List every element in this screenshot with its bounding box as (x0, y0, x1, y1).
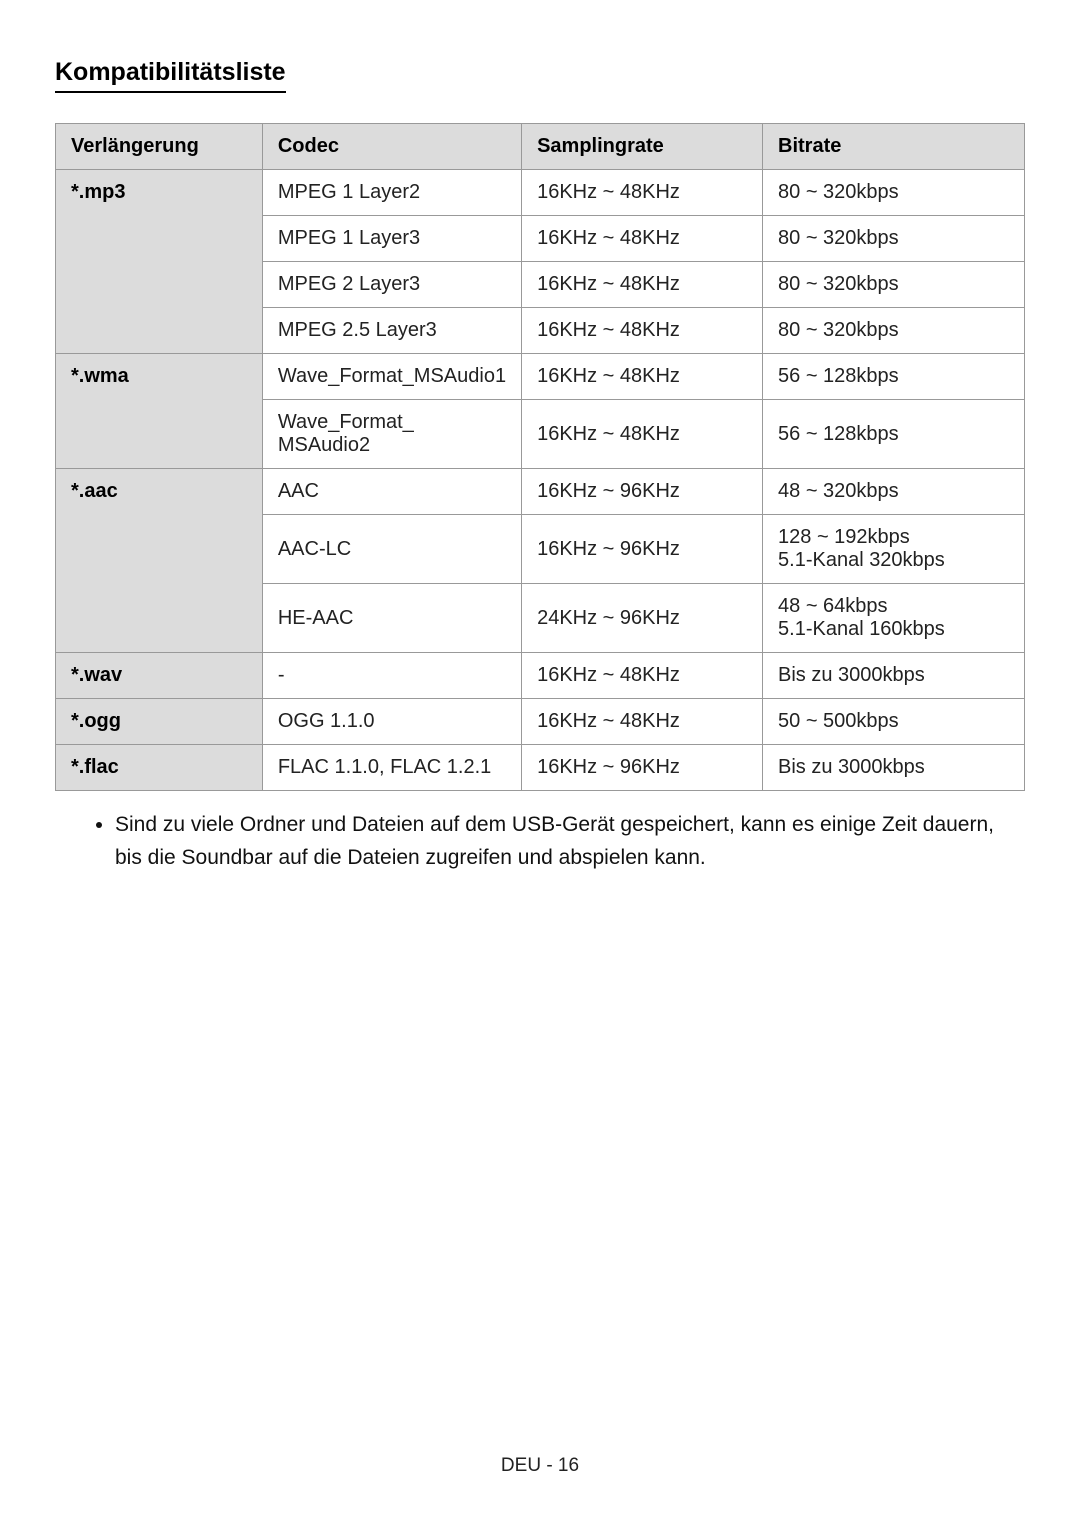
cell-sample: 16KHz ~ 48KHz (522, 653, 763, 699)
cell-codec: Wave_Format_ MSAudio2 (262, 400, 521, 469)
note-list: Sind zu viele Ordner und Dateien auf dem… (55, 809, 1025, 874)
cell-ext: *.ogg (56, 699, 263, 745)
cell-ext: *.mp3 (56, 170, 263, 354)
section-heading: Kompatibilitätsliste (55, 58, 286, 93)
header-bitrate: Bitrate (763, 124, 1025, 170)
cell-codec: - (262, 653, 521, 699)
table-row: *.oggOGG 1.1.016KHz ~ 48KHz50 ~ 500kbps (56, 699, 1025, 745)
cell-sample: 16KHz ~ 48KHz (522, 170, 763, 216)
cell-codec: MPEG 1 Layer3 (262, 216, 521, 262)
cell-bitrate: 56 ~ 128kbps (763, 354, 1025, 400)
cell-codec: Wave_Format_MSAudio1 (262, 354, 521, 400)
cell-bitrate: Bis zu 3000kbps (763, 653, 1025, 699)
cell-sample: 16KHz ~ 48KHz (522, 354, 763, 400)
cell-sample: 16KHz ~ 96KHz (522, 469, 763, 515)
cell-codec: OGG 1.1.0 (262, 699, 521, 745)
note-item: Sind zu viele Ordner und Dateien auf dem… (115, 809, 1025, 874)
cell-sample: 16KHz ~ 48KHz (522, 262, 763, 308)
cell-bitrate: 48 ~ 320kbps (763, 469, 1025, 515)
cell-ext: *.aac (56, 469, 263, 653)
cell-bitrate: 56 ~ 128kbps (763, 400, 1025, 469)
cell-codec: MPEG 2.5 Layer3 (262, 308, 521, 354)
cell-sample: 16KHz ~ 48KHz (522, 400, 763, 469)
page-footer: DEU - 16 (0, 1455, 1080, 1477)
cell-codec: MPEG 2 Layer3 (262, 262, 521, 308)
cell-sample: 16KHz ~ 48KHz (522, 699, 763, 745)
cell-bitrate: 48 ~ 64kbps 5.1-Kanal 160kbps (763, 584, 1025, 653)
cell-bitrate: 80 ~ 320kbps (763, 216, 1025, 262)
cell-codec: HE-AAC (262, 584, 521, 653)
table-row: *.aacAAC16KHz ~ 96KHz48 ~ 320kbps (56, 469, 1025, 515)
cell-ext: *.wma (56, 354, 263, 469)
table-header-row: Verlängerung Codec Samplingrate Bitrate (56, 124, 1025, 170)
cell-sample: 16KHz ~ 48KHz (522, 216, 763, 262)
cell-bitrate: 80 ~ 320kbps (763, 170, 1025, 216)
cell-sample: 16KHz ~ 96KHz (522, 745, 763, 791)
cell-bitrate: 128 ~ 192kbps 5.1-Kanal 320kbps (763, 515, 1025, 584)
cell-codec: FLAC 1.1.0, FLAC 1.2.1 (262, 745, 521, 791)
cell-codec: MPEG 1 Layer2 (262, 170, 521, 216)
cell-codec: AAC (262, 469, 521, 515)
cell-sample: 16KHz ~ 96KHz (522, 515, 763, 584)
table-body: *.mp3MPEG 1 Layer216KHz ~ 48KHz80 ~ 320k… (56, 170, 1025, 791)
cell-bitrate: 80 ~ 320kbps (763, 308, 1025, 354)
table-row: *.wmaWave_Format_MSAudio116KHz ~ 48KHz56… (56, 354, 1025, 400)
header-sample: Samplingrate (522, 124, 763, 170)
cell-ext: *.wav (56, 653, 263, 699)
table-row: *.wav-16KHz ~ 48KHzBis zu 3000kbps (56, 653, 1025, 699)
header-codec: Codec (262, 124, 521, 170)
cell-sample: 24KHz ~ 96KHz (522, 584, 763, 653)
compatibility-table: Verlängerung Codec Samplingrate Bitrate … (55, 123, 1025, 791)
table-row: *.mp3MPEG 1 Layer216KHz ~ 48KHz80 ~ 320k… (56, 170, 1025, 216)
cell-bitrate: 80 ~ 320kbps (763, 262, 1025, 308)
cell-bitrate: 50 ~ 500kbps (763, 699, 1025, 745)
cell-bitrate: Bis zu 3000kbps (763, 745, 1025, 791)
cell-ext: *.flac (56, 745, 263, 791)
cell-codec: AAC-LC (262, 515, 521, 584)
header-ext: Verlängerung (56, 124, 263, 170)
table-row: *.flacFLAC 1.1.0, FLAC 1.2.116KHz ~ 96KH… (56, 745, 1025, 791)
cell-sample: 16KHz ~ 48KHz (522, 308, 763, 354)
